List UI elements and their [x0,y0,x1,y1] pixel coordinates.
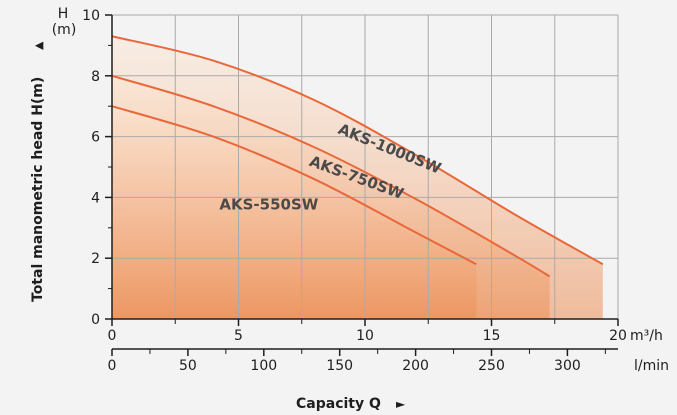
x2-tick-label: 250 [478,358,505,374]
area-fill-aks-550sw [112,106,477,319]
x2-tick-label: 50 [179,358,197,374]
x-tick-label: 15 [483,328,501,344]
y-tick-label: 6 [91,130,100,146]
x-tick-label: 20 [609,328,627,344]
y-unit-h: H [58,6,69,22]
x-unit-m3h: m³/h [630,328,663,344]
y-tick-label: 8 [91,69,100,85]
curve-lines [111,35,604,278]
axes [105,14,619,356]
x2-tick-label: 200 [402,358,429,374]
curve-aks-550sw [111,105,477,266]
y-tick-label: 2 [91,251,100,267]
x-tick-label: 0 [108,328,117,344]
x-axis-arrow: ► [396,397,406,411]
x-tick-label: 10 [356,328,374,344]
x-unit-lmin: l/min [634,358,669,374]
y-unit-m: (m) [52,22,77,38]
x2-tick-label: 150 [326,358,353,374]
x2-tick-label: 300 [554,358,581,374]
y-axis-title: Total manometric head H(m) [30,77,46,302]
y-tick-label: 10 [82,8,100,24]
series-label-aks-550sw: AKS-550SW [219,196,318,214]
grid-lines [112,14,619,319]
x2-tick-label: 0 [108,358,117,374]
y-tick-label: 0 [91,312,100,328]
y-axis-arrow: ▲ [32,41,45,50]
y-tick-label: 4 [91,190,100,206]
curve-aks-750sw [111,74,551,278]
x-axis-title: Capacity Q [296,396,381,412]
curve-aks-1000sw [111,35,604,266]
x2-tick-label: 100 [250,358,277,374]
x-tick-label: 5 [234,328,243,344]
